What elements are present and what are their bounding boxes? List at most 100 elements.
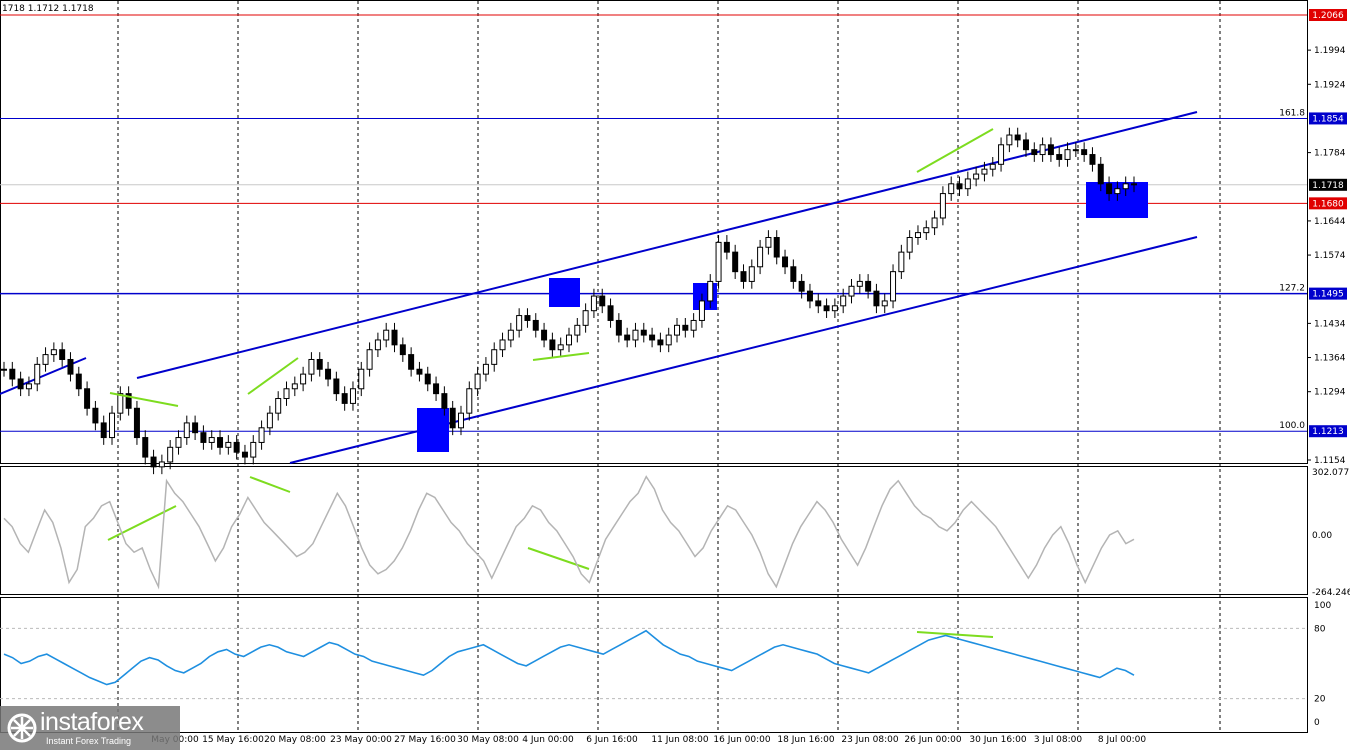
candle-body <box>732 251 739 273</box>
candle-body <box>482 363 489 375</box>
zone-box <box>693 283 717 310</box>
candle-body <box>374 339 381 351</box>
x-tick-label: 6 Jun 16:00 <box>586 735 638 745</box>
candle-body <box>192 422 199 434</box>
y-tick-label: 1.1784 <box>1314 149 1346 159</box>
candle-body <box>615 319 622 336</box>
candle-body <box>906 237 913 253</box>
x-tick-label: 15 May 16:00 <box>202 735 264 745</box>
candle-body <box>1089 154 1096 165</box>
candle-body <box>316 358 323 370</box>
price-label: 1.2066 <box>1309 9 1347 21</box>
candle-body <box>773 237 780 258</box>
y-tick-label: 1.1924 <box>1314 80 1346 90</box>
candle-body <box>233 441 240 453</box>
x-tick-label: 11 Jun 08:00 <box>651 735 708 745</box>
y-tick-label: 1.1994 <box>1314 46 1346 56</box>
candle-body <box>590 295 597 312</box>
candle-body <box>524 315 531 321</box>
candle-body <box>250 441 257 458</box>
candle-body <box>341 393 348 404</box>
candle-body <box>183 422 190 439</box>
candle-body <box>300 373 307 385</box>
candle-body <box>34 363 41 385</box>
candle-body <box>848 285 855 297</box>
divergence-line <box>532 352 590 361</box>
y-tick-label: 1.1154 <box>1314 456 1346 466</box>
cci-tick-label: 0.00 <box>1312 531 1332 541</box>
candle-body <box>823 305 830 312</box>
price-label-box <box>1309 9 1347 21</box>
candle-body <box>50 349 57 356</box>
cci-line <box>3 475 1135 590</box>
candle-body <box>698 300 705 321</box>
candle-body <box>358 368 365 390</box>
candle-body <box>1106 183 1113 195</box>
candle-body <box>798 280 805 292</box>
candle-body <box>416 368 423 375</box>
candle-body <box>217 437 224 448</box>
candle-body <box>491 349 498 365</box>
candle-body <box>391 329 398 346</box>
y-tick-label: 1.1574 <box>1314 251 1346 261</box>
candle-body <box>682 324 689 331</box>
candle-body <box>715 241 722 282</box>
candle-body <box>109 412 116 439</box>
candle-body <box>1031 149 1038 156</box>
candle-body <box>308 358 315 375</box>
candle-body <box>782 256 789 268</box>
x-tick-label: 30 May 08:00 <box>457 735 519 745</box>
rsi-tick-label: 100 <box>1314 601 1331 611</box>
candle-body <box>466 388 473 414</box>
candle-body <box>532 319 539 331</box>
x-tick-label: 23 May 00:00 <box>330 735 392 745</box>
divergence-line <box>527 547 590 570</box>
price-label-text: 1.1718 <box>1312 181 1344 191</box>
price-label: 1.1854 <box>1309 112 1347 125</box>
candle-body <box>898 251 905 273</box>
logo-tagline: Instant Forex Trading <box>46 736 132 746</box>
candle-body <box>923 227 930 234</box>
cci-tick-label: 302.077 <box>1312 468 1349 478</box>
candle-body <box>142 437 149 458</box>
candle-body <box>1114 188 1121 195</box>
price-label: 1.1680 <box>1309 197 1347 210</box>
candle-body <box>150 456 157 468</box>
candle-body <box>1 368 7 371</box>
divergence-line <box>916 631 994 638</box>
candle-body <box>1047 144 1054 156</box>
price-label: 1.1718 <box>1309 178 1347 191</box>
price-panel <box>0 0 1308 464</box>
y-tick-label: 1.1644 <box>1314 217 1346 227</box>
divergence-line <box>916 128 994 173</box>
candle-body <box>258 427 265 443</box>
rsi-series <box>0 627 1307 700</box>
candle-body <box>333 378 340 395</box>
candle-body <box>690 319 697 331</box>
candle-body <box>956 183 963 190</box>
rsi-tick-label: 20 <box>1314 695 1326 705</box>
candle-body <box>549 339 556 351</box>
candle-body <box>1081 149 1088 156</box>
candle-body <box>441 393 448 409</box>
candle-body <box>1039 144 1046 156</box>
candle-body <box>67 358 74 375</box>
candle-body <box>117 393 124 414</box>
price-label-box <box>1309 425 1347 438</box>
candle-body <box>665 334 672 346</box>
candle-body <box>59 349 66 360</box>
candle-body <box>607 305 614 321</box>
rsi-tick-label: 80 <box>1314 624 1326 634</box>
candle-body <box>399 344 406 356</box>
candle-body <box>674 324 681 336</box>
candle-body <box>9 368 16 380</box>
candle-body <box>806 290 813 302</box>
logo-brand: instaforex <box>40 708 144 736</box>
price-label-text: 1.1495 <box>1312 290 1344 300</box>
candle-body <box>200 432 207 443</box>
candle-body <box>914 232 921 239</box>
candle-body <box>275 398 282 414</box>
candle-body <box>175 437 182 448</box>
candle-body <box>856 280 863 287</box>
candle-body <box>707 280 714 302</box>
